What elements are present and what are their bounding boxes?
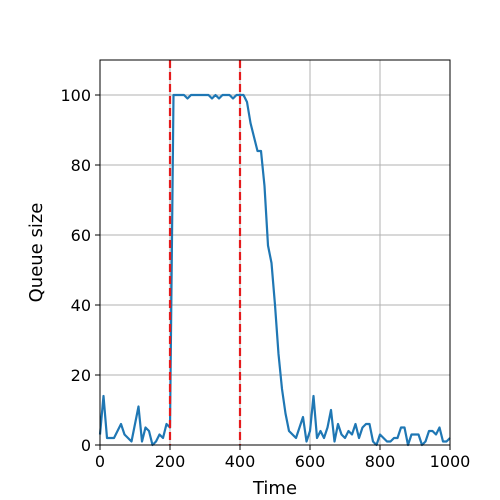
axes: 0 200 400 600 800 1000 0 20 40 60 80 100 [60, 59, 471, 471]
reference-lines [168, 60, 242, 445]
x-tick-label: 800 [365, 452, 396, 471]
x-tick-label: 400 [225, 452, 256, 471]
x-axis-label: Time [252, 478, 297, 499]
y-tick-label: 0 [81, 436, 91, 455]
y-tick-label: 100 [60, 86, 91, 105]
series-layer [98, 93, 451, 447]
y-axis-label: Queue size [26, 203, 47, 303]
plot-frame [99, 59, 451, 446]
x-tick-label: 0 [95, 452, 105, 471]
x-tick-label: 1000 [430, 452, 471, 471]
y-tick-label: 80 [71, 156, 91, 175]
y-tick-label: 40 [71, 296, 91, 315]
series-line-0 [98, 93, 451, 447]
y-tick-label: 20 [71, 366, 91, 385]
grid [99, 60, 451, 446]
x-tick-label: 200 [155, 452, 186, 471]
y-tick-label: 60 [71, 226, 91, 245]
x-tick-label: 600 [295, 452, 326, 471]
